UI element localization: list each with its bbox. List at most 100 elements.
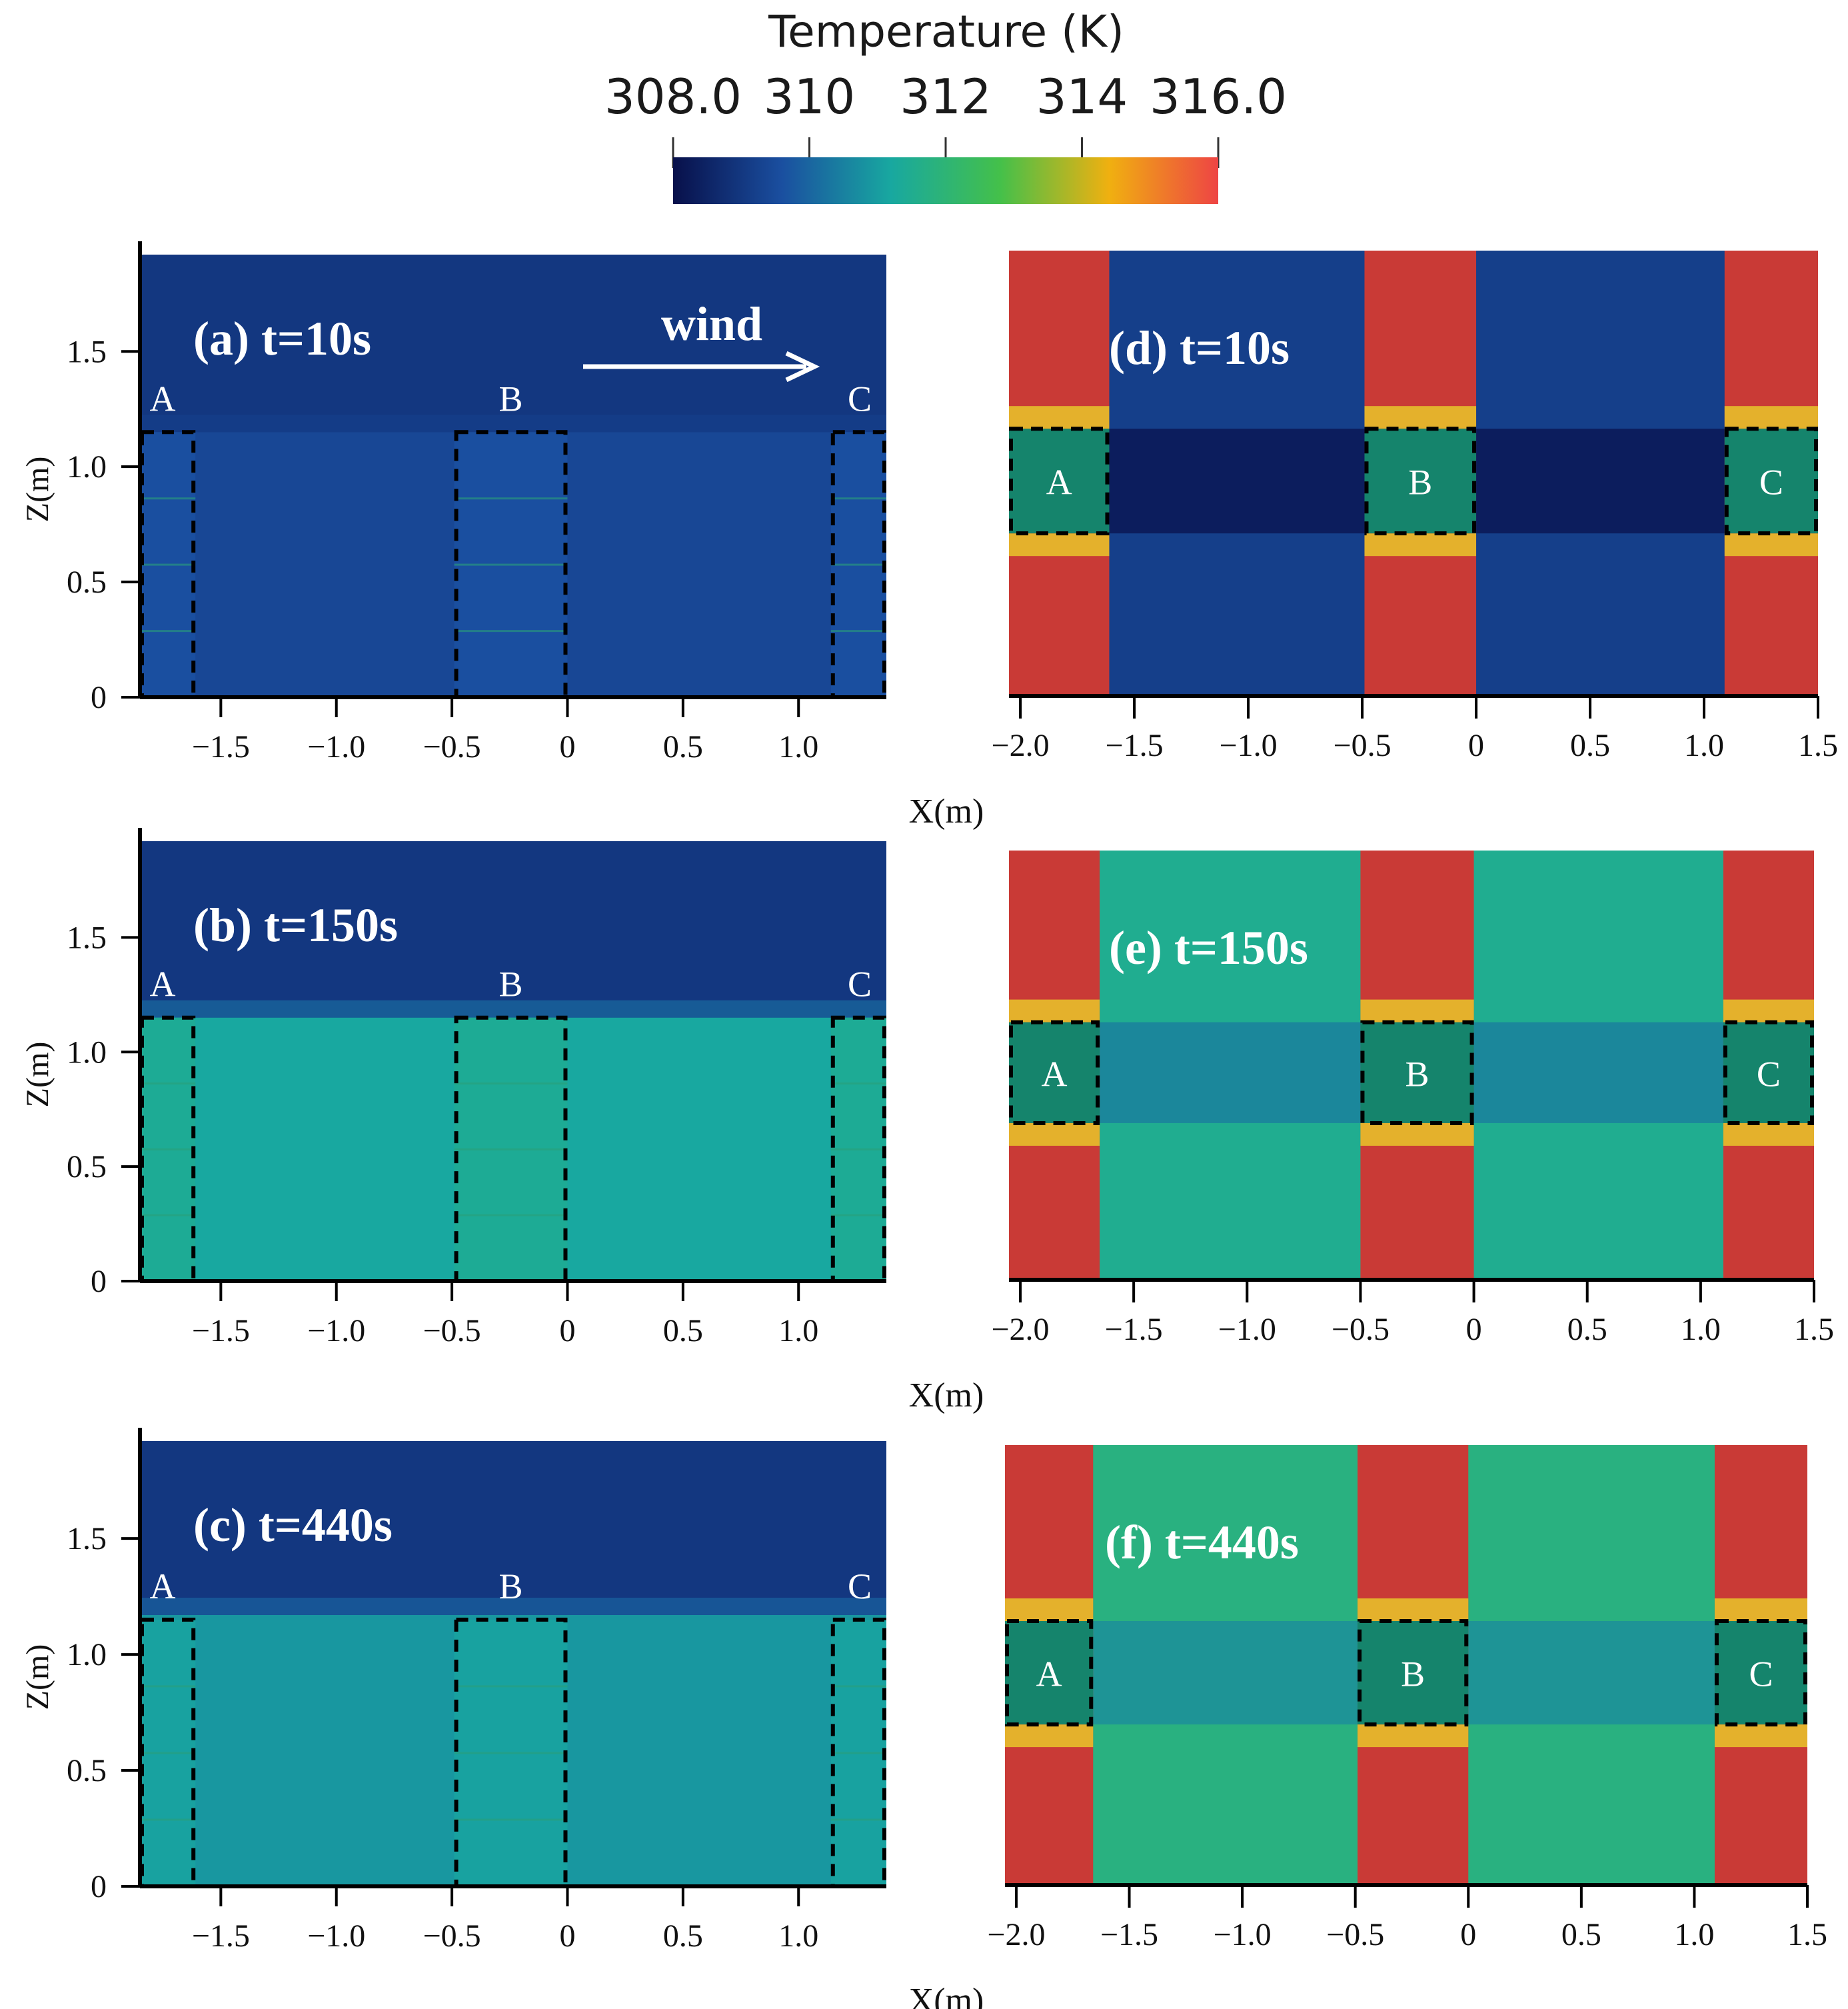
wind-indicator: wind — [583, 297, 820, 383]
x-tick-label: −0.5 — [423, 729, 481, 765]
window-opening — [1714, 1621, 1807, 1725]
wall-edge-lower — [1009, 533, 1110, 557]
building-a: A — [140, 1566, 196, 1888]
panel-e: A B C −2.0 −1.5 −1.0 −0.5 0 0.5 1.0 1.5 (e) t=150s X… — [909, 851, 1834, 1414]
building-label: A — [150, 379, 176, 419]
panels: A B C 0 0.5 1.0 1.5 −1.5 −1.0 −0.5 0 0.5 1.0 Z(m) (a) … — [20, 241, 1838, 2009]
window-label: A — [1036, 1654, 1062, 1694]
x-tick-label: −1.0 — [307, 1918, 365, 1954]
window-opening — [1364, 429, 1477, 534]
wall-edge-lower — [1723, 1122, 1814, 1146]
x-tick-label: 1.5 — [1787, 1917, 1827, 1952]
window-opening — [1009, 1022, 1100, 1123]
window-a: A — [1005, 1619, 1094, 1727]
wall-edge-lower — [1009, 1122, 1100, 1146]
window-label: B — [1408, 463, 1432, 503]
x-axis-label: X(m) — [909, 793, 984, 831]
y-axis-label: Z(m) — [20, 1644, 55, 1710]
colorbar-gradient — [673, 157, 1218, 204]
y-axis-label: Z(m) — [20, 457, 55, 523]
wall-edge-upper — [1009, 999, 1100, 1022]
building-a: A — [140, 965, 196, 1283]
window-opening — [1005, 1621, 1094, 1725]
y-tick-label: 1.5 — [67, 334, 107, 369]
mixing-layer — [140, 1000, 886, 1018]
x-tick-label: −1.0 — [307, 1313, 365, 1348]
x-tick-label: 1.0 — [778, 1918, 818, 1954]
window-a: A — [1009, 427, 1110, 536]
x-tick-label: 0.5 — [663, 729, 703, 765]
window-label: C — [1759, 463, 1783, 503]
panel-title: (e) t=150s — [1109, 921, 1308, 975]
building-b: B — [454, 379, 568, 700]
building-c: C — [830, 1566, 886, 1888]
colorbar-tick-label: 310 — [764, 69, 855, 125]
wall-edge-lower — [1724, 533, 1818, 557]
window-label: C — [1757, 1054, 1781, 1094]
colorbar-tick-label: 316.0 — [1150, 69, 1287, 125]
building-b: B — [454, 965, 568, 1283]
panel-title: (b) t=150s — [193, 899, 398, 952]
x-tick-label: −2.0 — [991, 1312, 1049, 1347]
x-tick-label: −1.0 — [1214, 1917, 1272, 1952]
building-label: C — [848, 965, 872, 1004]
y-tick-label: 0.5 — [67, 565, 107, 600]
window-outline — [1364, 427, 1477, 536]
building-c: C — [830, 965, 886, 1283]
window-b: B — [1364, 427, 1477, 536]
x-tick-label: −0.5 — [1334, 728, 1391, 763]
x-tick-label: −2.0 — [987, 1917, 1045, 1952]
x-tick-label: −1.0 — [1220, 728, 1278, 763]
y-tick-label: 1.0 — [67, 449, 107, 485]
x-tick-label: 1.0 — [778, 1313, 818, 1348]
wall-edge-upper — [1005, 1598, 1094, 1621]
colorbar-title: Temperature (K) — [768, 6, 1124, 57]
window-opening — [1009, 429, 1110, 534]
x-tick-label: 0.5 — [1567, 1312, 1607, 1347]
building-label: A — [150, 1566, 176, 1606]
x-tick-label: 1.5 — [1798, 728, 1838, 763]
x-tick-label: −1.5 — [192, 1313, 250, 1348]
x-tick-label: −0.5 — [423, 1918, 481, 1954]
wall-edge-upper — [1360, 999, 1474, 1022]
window-outline — [1009, 427, 1110, 536]
window-outline — [1724, 427, 1818, 536]
building-label: B — [499, 965, 523, 1004]
x-tick-label: 0.5 — [663, 1313, 703, 1348]
wall-edge-upper — [1724, 406, 1818, 429]
wall-edge-upper — [1723, 999, 1814, 1022]
y-tick-label: 1.5 — [67, 1521, 107, 1556]
y-tick-label: 0.5 — [67, 1149, 107, 1184]
window-c: C — [1714, 1619, 1808, 1727]
window-outline — [1714, 1619, 1808, 1727]
x-tick-label: −1.5 — [192, 1918, 250, 1954]
x-axis-label: X(m) — [909, 1376, 984, 1414]
x-tick-label: −1.5 — [1105, 1312, 1163, 1347]
wall-edge-upper — [1009, 406, 1110, 429]
y-tick-label: 0 — [91, 1869, 107, 1904]
x-tick-label: 1.0 — [1681, 1312, 1721, 1347]
window-c: C — [1723, 1020, 1814, 1125]
window-a: A — [1009, 1020, 1100, 1125]
y-tick-label: 1.0 — [67, 1034, 107, 1070]
x-tick-label: 1.5 — [1794, 1312, 1834, 1347]
panel-c: A B C 0 0.5 1.0 1.5 −1.5 −1.0 −0.5 0 0.5 1.0 Z(m) (c) … — [20, 1428, 886, 1954]
x-tick-label: −1.0 — [307, 729, 365, 765]
wall-edge-lower — [1005, 1724, 1094, 1748]
panel-f: A B C −2.0 −1.5 −1.0 −0.5 0 0.5 1.0 1.5 (f) t=440s X… — [909, 1445, 1827, 2009]
window-opening — [1360, 1022, 1474, 1123]
x-tick-label: 1.0 — [1674, 1917, 1714, 1952]
window-label: B — [1401, 1654, 1425, 1694]
building-label: A — [150, 965, 176, 1004]
wall-edge-lower — [1364, 533, 1477, 557]
y-tick-label: 1.5 — [67, 920, 107, 955]
colorbar-tick-label: 312 — [900, 69, 991, 125]
building-label: B — [499, 1566, 523, 1606]
colorbar-ticks: 308.0 310 312 314 316.0 — [604, 69, 1287, 168]
x-axis-label: X(m) — [909, 1982, 984, 2009]
x-tick-label: −1.5 — [1106, 728, 1164, 763]
y-tick-label: 0.5 — [67, 1753, 107, 1788]
x-tick-label: 0 — [1460, 1917, 1476, 1952]
colorbar: Temperature (K) 308.0 310 312 314 316.0 — [604, 6, 1287, 204]
